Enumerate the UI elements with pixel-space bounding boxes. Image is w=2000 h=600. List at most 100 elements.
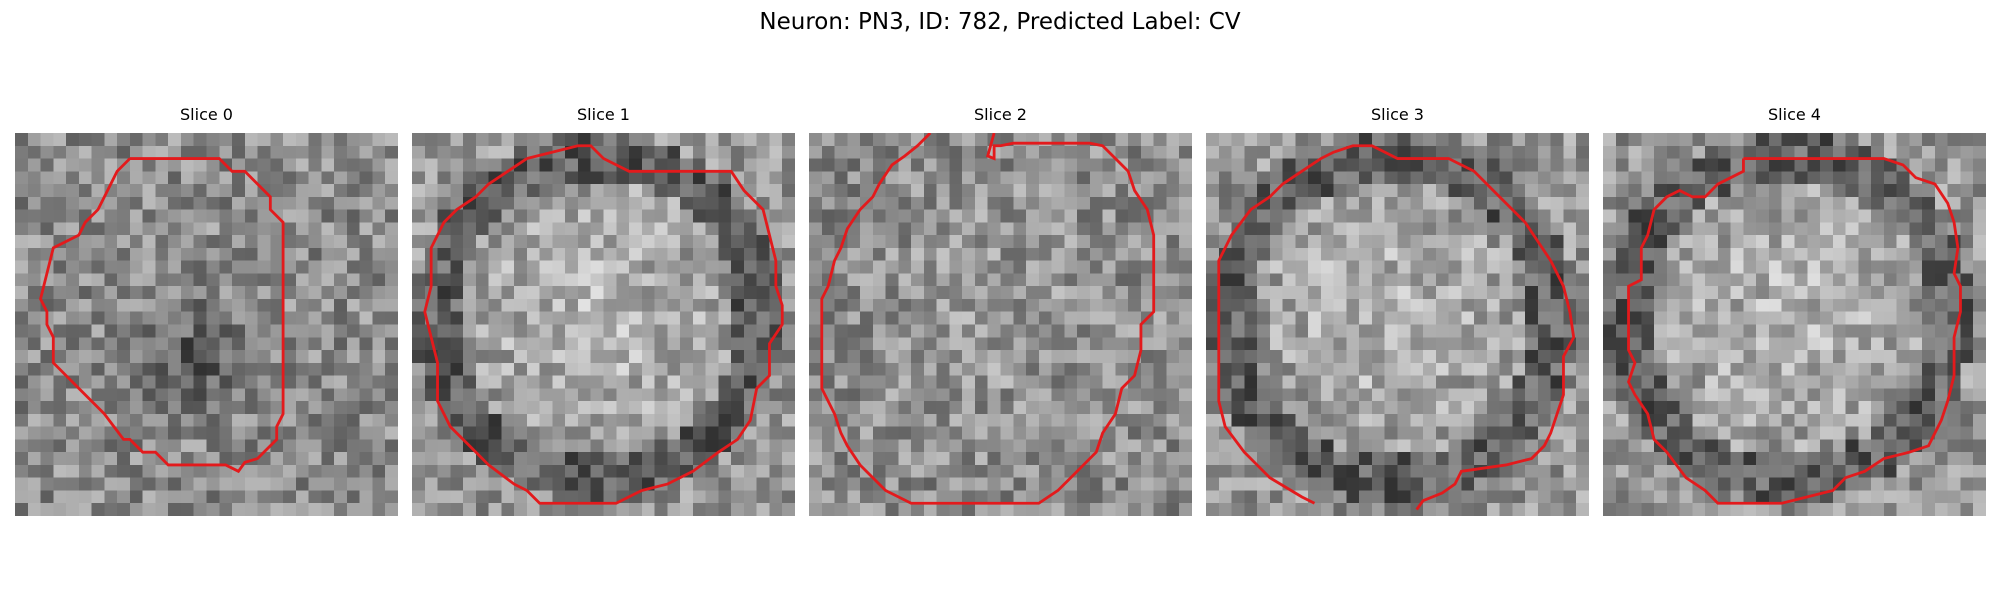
pixel — [129, 298, 143, 312]
pixel — [424, 401, 438, 415]
pixel — [1499, 273, 1513, 287]
pixel — [1820, 388, 1834, 402]
pixel — [1666, 158, 1680, 172]
pixel — [834, 145, 848, 159]
pixel — [359, 133, 373, 147]
pixel — [1231, 324, 1245, 338]
pixel — [437, 362, 451, 376]
pixel — [692, 426, 706, 440]
pixel — [1077, 196, 1091, 210]
pixel — [1359, 452, 1373, 466]
pixel — [1820, 286, 1834, 300]
pixel — [1089, 260, 1103, 274]
pixel — [872, 464, 886, 478]
pixel — [1832, 209, 1846, 223]
pixel — [847, 133, 861, 147]
pixel — [1603, 388, 1617, 402]
pixel — [27, 375, 41, 389]
pixel — [1499, 388, 1513, 402]
pixel — [1973, 375, 1986, 389]
pixel — [616, 324, 630, 338]
pixel — [987, 388, 1001, 402]
pixel — [911, 490, 925, 504]
pixel — [40, 350, 54, 364]
pixel — [809, 247, 823, 261]
pixel — [1883, 184, 1897, 198]
pixel — [359, 362, 373, 376]
pixel — [385, 171, 398, 185]
pixel — [1282, 503, 1296, 516]
pixel — [577, 337, 591, 351]
pixel — [1615, 401, 1629, 415]
pixel — [129, 273, 143, 287]
pixel — [1628, 145, 1642, 159]
pixel — [1346, 426, 1360, 440]
pixel — [1448, 452, 1462, 466]
pixel — [809, 350, 823, 364]
pixel — [987, 260, 1001, 274]
pixel — [1934, 362, 1948, 376]
pixel — [1603, 171, 1617, 185]
pixel — [180, 184, 194, 198]
pixel — [936, 298, 950, 312]
pixel — [1654, 158, 1668, 172]
pixel — [1346, 337, 1360, 351]
pixel — [475, 196, 489, 210]
pixel — [1768, 362, 1782, 376]
pixel — [295, 158, 309, 172]
pixel — [1603, 413, 1617, 427]
pixel — [27, 222, 41, 236]
pixel — [1858, 273, 1872, 287]
pixel — [257, 477, 271, 491]
pixel — [1218, 260, 1232, 274]
pixel — [168, 452, 182, 466]
pixel — [1883, 401, 1897, 415]
pixel — [1679, 452, 1693, 466]
pixel — [1654, 362, 1668, 376]
pixel — [1423, 452, 1437, 466]
pixel — [860, 324, 874, 338]
pixel — [346, 247, 360, 261]
pixel — [1807, 158, 1821, 172]
pixel — [974, 196, 988, 210]
pixel — [1166, 171, 1180, 185]
pixel — [1474, 235, 1488, 249]
pixel — [1397, 350, 1411, 364]
pixel — [923, 337, 937, 351]
pixel — [1153, 490, 1167, 504]
pixel — [1064, 503, 1078, 516]
pixel — [1166, 286, 1180, 300]
pixel — [756, 133, 770, 147]
pixel — [244, 324, 258, 338]
pixel — [552, 286, 566, 300]
pixel — [15, 311, 29, 325]
pixel — [1512, 260, 1526, 274]
pixel — [1871, 426, 1885, 440]
pixel — [475, 145, 489, 159]
pixel — [731, 196, 745, 210]
pixel — [1013, 171, 1027, 185]
pixel — [1026, 298, 1040, 312]
pixel — [1140, 145, 1154, 159]
pixel — [53, 401, 67, 415]
pixel — [1705, 158, 1719, 172]
pixel — [1384, 196, 1398, 210]
pixel — [1064, 222, 1078, 236]
pixel — [1308, 184, 1322, 198]
pixel — [334, 298, 348, 312]
pixel — [1089, 158, 1103, 172]
pixel — [1140, 375, 1154, 389]
pixel — [809, 452, 823, 466]
slice-image-4 — [1603, 133, 1986, 516]
pixel — [654, 452, 668, 466]
pixel — [1461, 324, 1475, 338]
pixel — [40, 184, 54, 198]
pixel — [603, 324, 617, 338]
pixel — [1397, 426, 1411, 440]
pixel — [1845, 273, 1859, 287]
pixel — [603, 311, 617, 325]
pixel — [1576, 209, 1589, 223]
pixel — [270, 337, 284, 351]
pixel — [1563, 477, 1577, 491]
pixel — [590, 388, 604, 402]
